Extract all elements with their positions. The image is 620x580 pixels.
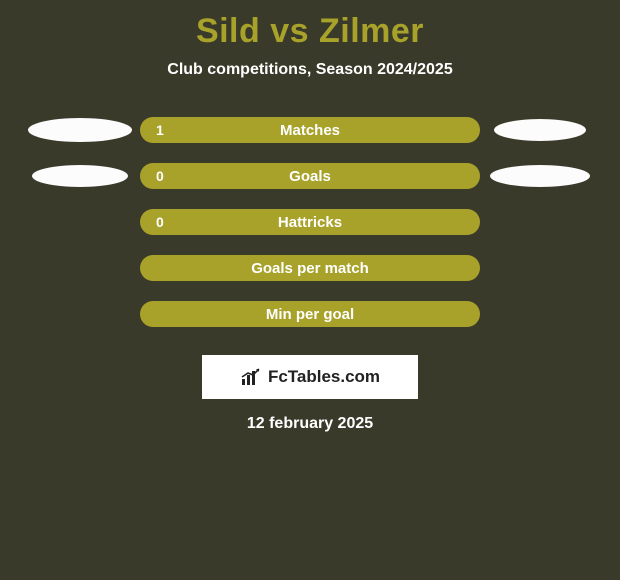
- stat-label: Goals: [289, 168, 331, 185]
- stat-label: Matches: [280, 122, 340, 139]
- stat-value-left: 1: [156, 122, 164, 138]
- logo-box: FcTables.com: [202, 355, 418, 399]
- page-title: Sild vs Zilmer: [0, 0, 620, 51]
- logo-text: FcTables.com: [268, 367, 380, 387]
- stat-row: 0 Goals: [0, 153, 620, 199]
- vs-text: vs: [270, 12, 319, 50]
- stat-bar: Min per goal: [140, 301, 480, 327]
- right-side: [480, 165, 600, 187]
- stat-row: Min per goal: [0, 291, 620, 337]
- player-a: Sild: [196, 12, 260, 50]
- ellipse-left: [28, 118, 132, 142]
- stat-bar: 0 Hattricks: [140, 209, 480, 235]
- subtitle: Club competitions, Season 2024/2025: [0, 61, 620, 79]
- ellipse-left: [32, 165, 128, 187]
- stat-label: Goals per match: [251, 260, 369, 277]
- left-side: [20, 165, 140, 187]
- chart-icon: [240, 367, 262, 387]
- stat-bar: 1 Matches: [140, 117, 480, 143]
- right-side: [480, 119, 600, 141]
- comparison-rows: 1 Matches 0 Goals 0 Hattricks Goals per match M…: [0, 107, 620, 337]
- stat-row: 0 Hattricks: [0, 199, 620, 245]
- stat-label: Hattricks: [278, 214, 342, 231]
- left-side: [20, 118, 140, 142]
- stat-bar: Goals per match: [140, 255, 480, 281]
- stat-value-left: 0: [156, 168, 164, 184]
- stat-label: Min per goal: [266, 306, 354, 323]
- stat-row: 1 Matches: [0, 107, 620, 153]
- ellipse-right: [494, 119, 586, 141]
- ellipse-right: [490, 165, 590, 187]
- date: 12 february 2025: [0, 415, 620, 433]
- stat-row: Goals per match: [0, 245, 620, 291]
- stat-value-left: 0: [156, 214, 164, 230]
- player-b: Zilmer: [319, 12, 424, 50]
- stat-bar: 0 Goals: [140, 163, 480, 189]
